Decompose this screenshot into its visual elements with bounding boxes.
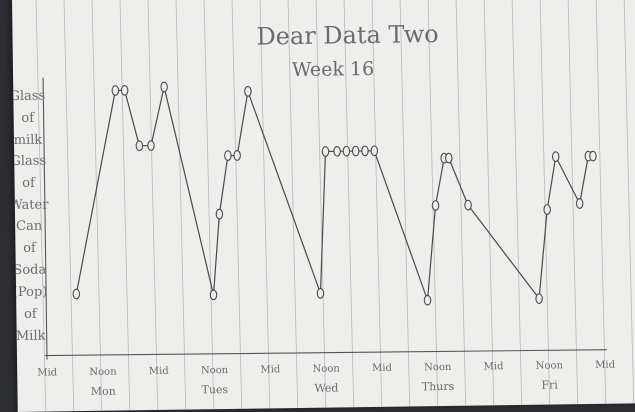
x-axis-tick-labels: Mid Noon Mon Mid Noon Tues Mid Noon Wed Mid Noon Th… (37, 360, 616, 398)
data-point (233, 150, 241, 161)
data-point (535, 293, 543, 304)
x-tick-label: Noon (312, 363, 340, 374)
data-point (321, 146, 330, 157)
ruled-line (343, 0, 355, 408)
data-point (464, 199, 472, 211)
data-point (342, 145, 351, 157)
y-tick-label: Can (16, 219, 43, 234)
y-tick-label: Glass (12, 89, 45, 104)
ruled-line (595, 0, 607, 404)
data-point (72, 288, 81, 300)
ruled-line (315, 0, 327, 408)
ruled-line (147, 0, 159, 411)
data-point (445, 152, 453, 164)
data-point (431, 200, 440, 211)
ruled-line (63, 0, 75, 412)
data-point (244, 86, 252, 97)
x-tick-label: Noon (201, 365, 229, 376)
y-tick-label: Milk (16, 329, 46, 344)
chart-title: Dear Data Two (256, 20, 439, 51)
y-tick-label: (Pop) (13, 285, 48, 300)
y-tick-label: of (21, 111, 35, 126)
y-axis-tick-labels: Glass of milk Glass of Water Can of Soda (Pop) of M… (12, 89, 49, 344)
ruled-line (91, 0, 103, 411)
ruled-line (455, 0, 467, 406)
y-tick-label: milk (14, 133, 43, 148)
ruled-line (119, 0, 131, 411)
ruled-line (287, 0, 299, 409)
ruled-line (259, 0, 271, 409)
y-tick-label: of (24, 307, 38, 322)
ruled-line (35, 0, 47, 412)
ruled-line (371, 0, 383, 407)
x-tick-label: Noon (536, 360, 564, 371)
x-tick-label: Mid (37, 367, 58, 378)
y-tick-label: of (23, 241, 37, 256)
x-tick-label: Mid (484, 361, 505, 372)
ruled-line (483, 0, 495, 406)
axes (42, 77, 607, 360)
ruled-line (511, 0, 523, 405)
x-tick-label: Noon (424, 362, 452, 373)
x-tick-sublabel: Fri (541, 378, 558, 391)
data-point (543, 204, 551, 215)
data-point (423, 294, 432, 306)
data-point (361, 145, 369, 157)
ruled-line (399, 0, 411, 407)
x-tick-sublabel: Mon (91, 385, 116, 398)
notebook-paper: Dear Data Two Week 16 Glass of milk Glass of… (12, 0, 635, 412)
data-point (135, 140, 144, 152)
data-point (160, 81, 168, 93)
data-point (551, 151, 560, 162)
chart-subtitle: Week 16 (292, 58, 375, 81)
y-axis-line (42, 77, 48, 360)
ruled-line (567, 0, 579, 405)
x-tick-sublabel: Thurs (422, 380, 455, 393)
x-tick-sublabel: Wed (314, 381, 338, 394)
x-tick-label: Noon (89, 367, 117, 378)
data-point (215, 208, 224, 220)
x-tick-label: Mid (149, 366, 170, 377)
data-point (316, 287, 325, 299)
data-point (333, 145, 341, 157)
y-tick-label: Glass (12, 154, 46, 169)
data-series (72, 81, 597, 306)
data-point (351, 145, 360, 157)
y-tick-label: Soda (13, 263, 46, 278)
ruled-line (623, 0, 635, 404)
data-point (370, 145, 379, 157)
data-point (224, 150, 232, 161)
ruled-line (427, 0, 439, 407)
x-tick-sublabel: Tues (201, 383, 228, 396)
x-tick-label: Mid (372, 363, 393, 374)
ruled-line (539, 0, 551, 405)
ruled-line (231, 0, 243, 409)
ruled-line (203, 0, 215, 410)
data-point (575, 198, 584, 209)
data-point (589, 150, 597, 162)
data-point (120, 84, 129, 96)
ruled-lines (35, 0, 635, 412)
dear-data-line-chart: Dear Data Two Week 16 Glass of milk Glass of… (12, 0, 635, 412)
x-tick-label: Mid (595, 360, 616, 371)
ruled-line (175, 0, 187, 410)
x-axis-line (44, 349, 607, 357)
x-tick-label: Mid (260, 364, 281, 375)
data-point (147, 140, 155, 151)
y-tick-label: of (22, 176, 36, 191)
y-tick-label: Water (12, 198, 49, 214)
data-point (111, 85, 120, 96)
data-point (209, 289, 218, 301)
